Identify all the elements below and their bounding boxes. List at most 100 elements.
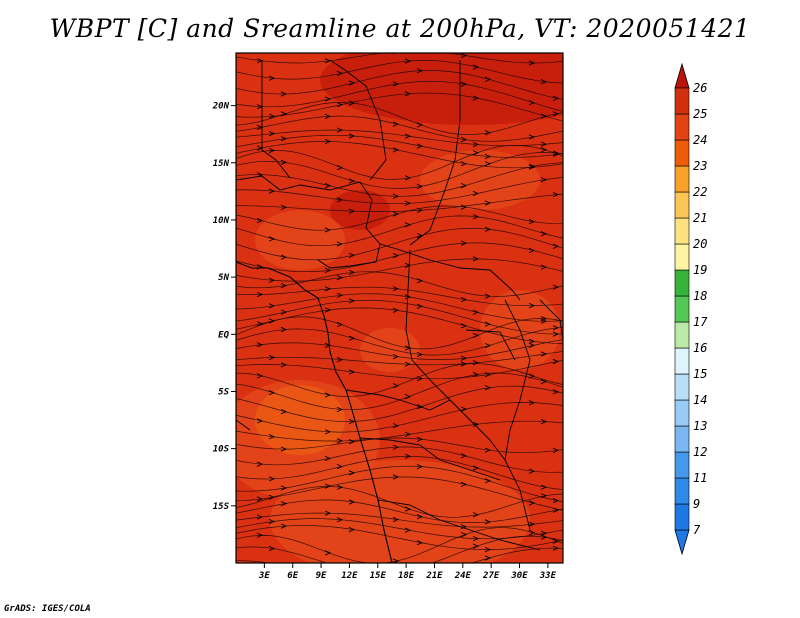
flow-arrow bbox=[348, 439, 356, 445]
flow-arrow bbox=[324, 267, 332, 274]
flow-arrow bbox=[392, 383, 400, 389]
flow-arrow bbox=[324, 96, 332, 102]
colorbar-bin bbox=[674, 347, 690, 375]
flow-arrow bbox=[280, 309, 288, 315]
flow-arrow bbox=[540, 79, 548, 85]
flow-arrow bbox=[416, 143, 424, 149]
flow-arrow bbox=[256, 291, 264, 298]
streamline bbox=[236, 326, 563, 356]
flow-arrow bbox=[404, 200, 412, 206]
streamline bbox=[236, 258, 563, 282]
flow-arrow bbox=[472, 535, 480, 542]
flow-arrow bbox=[416, 122, 424, 128]
colorbar-label: 19 bbox=[693, 263, 707, 277]
flow-arrow bbox=[268, 476, 276, 482]
flow-arrow bbox=[460, 323, 468, 329]
flow-arrow bbox=[404, 91, 412, 97]
country-border bbox=[539, 299, 563, 341]
flow-arrow bbox=[336, 197, 344, 203]
streamline bbox=[236, 351, 563, 366]
flow-arrow bbox=[280, 159, 288, 166]
flow-arrow bbox=[280, 485, 288, 491]
lat-tick-label: 10S bbox=[213, 445, 230, 455]
flow-arrow bbox=[552, 389, 560, 395]
flow-arrow bbox=[336, 127, 344, 133]
flow-arrow bbox=[528, 163, 536, 170]
flow-arrow bbox=[484, 200, 492, 206]
flow-arrow bbox=[392, 307, 400, 313]
flow-arrow bbox=[324, 510, 332, 516]
colorbar-label: 21 bbox=[693, 211, 707, 225]
flow-arrow bbox=[552, 358, 560, 365]
flow-arrow bbox=[348, 208, 356, 214]
flow-arrow bbox=[324, 113, 332, 120]
flow-arrow bbox=[552, 243, 560, 249]
longitude-axis: 3E 6E 9E 12E 15E 18E 21E 24E 27E 30E 33E bbox=[258, 563, 557, 581]
lon-tick-label: 30E bbox=[510, 571, 528, 581]
flow-arrow bbox=[324, 286, 332, 292]
flow-arrow bbox=[460, 161, 468, 167]
colorbar-bin bbox=[674, 425, 690, 453]
flow-arrow bbox=[416, 278, 424, 284]
flow-arrow bbox=[484, 478, 492, 484]
flow-arrow bbox=[460, 204, 468, 210]
colorbar-bin bbox=[674, 217, 690, 245]
country-border bbox=[236, 419, 251, 431]
flow-arrow bbox=[404, 431, 412, 438]
flow-arrow bbox=[280, 111, 288, 117]
flow-arrow bbox=[336, 102, 344, 108]
flow-arrow bbox=[540, 484, 548, 490]
flow-arrow bbox=[484, 519, 492, 525]
streamline bbox=[236, 193, 563, 212]
flow-arrow bbox=[256, 532, 264, 538]
streamline bbox=[236, 215, 563, 247]
flow-arrow bbox=[404, 527, 412, 533]
flow-arrow bbox=[484, 293, 492, 299]
streamline bbox=[236, 134, 563, 158]
flow-arrow bbox=[256, 418, 264, 424]
flow-arrow bbox=[552, 507, 560, 513]
flow-arrow bbox=[280, 204, 288, 211]
flow-arrow bbox=[552, 447, 560, 454]
flow-arrow bbox=[472, 465, 480, 471]
lat-tick-label: 5N bbox=[218, 273, 229, 283]
flow-arrow bbox=[472, 214, 480, 220]
streamline bbox=[236, 316, 563, 350]
streamline bbox=[236, 359, 563, 380]
flow-arrow bbox=[552, 191, 560, 198]
flow-arrow bbox=[460, 531, 468, 538]
flow-arrow bbox=[268, 354, 276, 361]
flow-arrow bbox=[528, 60, 536, 66]
flow-arrow bbox=[528, 218, 536, 225]
flow-arrow bbox=[256, 496, 264, 502]
flow-arrow bbox=[460, 296, 468, 303]
country-border bbox=[465, 329, 516, 361]
streamline bbox=[236, 227, 563, 261]
flow-arrow bbox=[337, 565, 342, 569]
colorbar-label: 20 bbox=[693, 237, 707, 251]
flow-arrow bbox=[416, 404, 424, 410]
colorbar-label: 14 bbox=[693, 393, 707, 407]
flow-arrow bbox=[256, 342, 264, 348]
flow-arrow bbox=[528, 400, 536, 406]
colorbar-label: 11 bbox=[693, 471, 707, 485]
flow-arrow bbox=[348, 80, 356, 86]
flow-arrow bbox=[552, 95, 560, 101]
flow-arrow bbox=[472, 95, 480, 101]
flow-arrow bbox=[256, 514, 264, 520]
flow-arrow bbox=[280, 523, 288, 529]
flow-arrow bbox=[460, 481, 468, 488]
flow-arrow bbox=[404, 453, 412, 459]
flow-arrow bbox=[472, 543, 480, 549]
flow-arrow bbox=[528, 468, 536, 474]
flow-arrow bbox=[336, 356, 344, 363]
flow-arrow bbox=[324, 182, 332, 189]
flow-arrow bbox=[484, 130, 492, 136]
flow-arrow bbox=[324, 550, 332, 556]
flow-arrow bbox=[324, 342, 332, 349]
flow-arrow bbox=[552, 497, 560, 504]
flow-arrow bbox=[528, 521, 536, 527]
streamline bbox=[236, 144, 563, 180]
streamlines bbox=[236, 53, 563, 569]
colorbar-bin bbox=[674, 191, 690, 219]
